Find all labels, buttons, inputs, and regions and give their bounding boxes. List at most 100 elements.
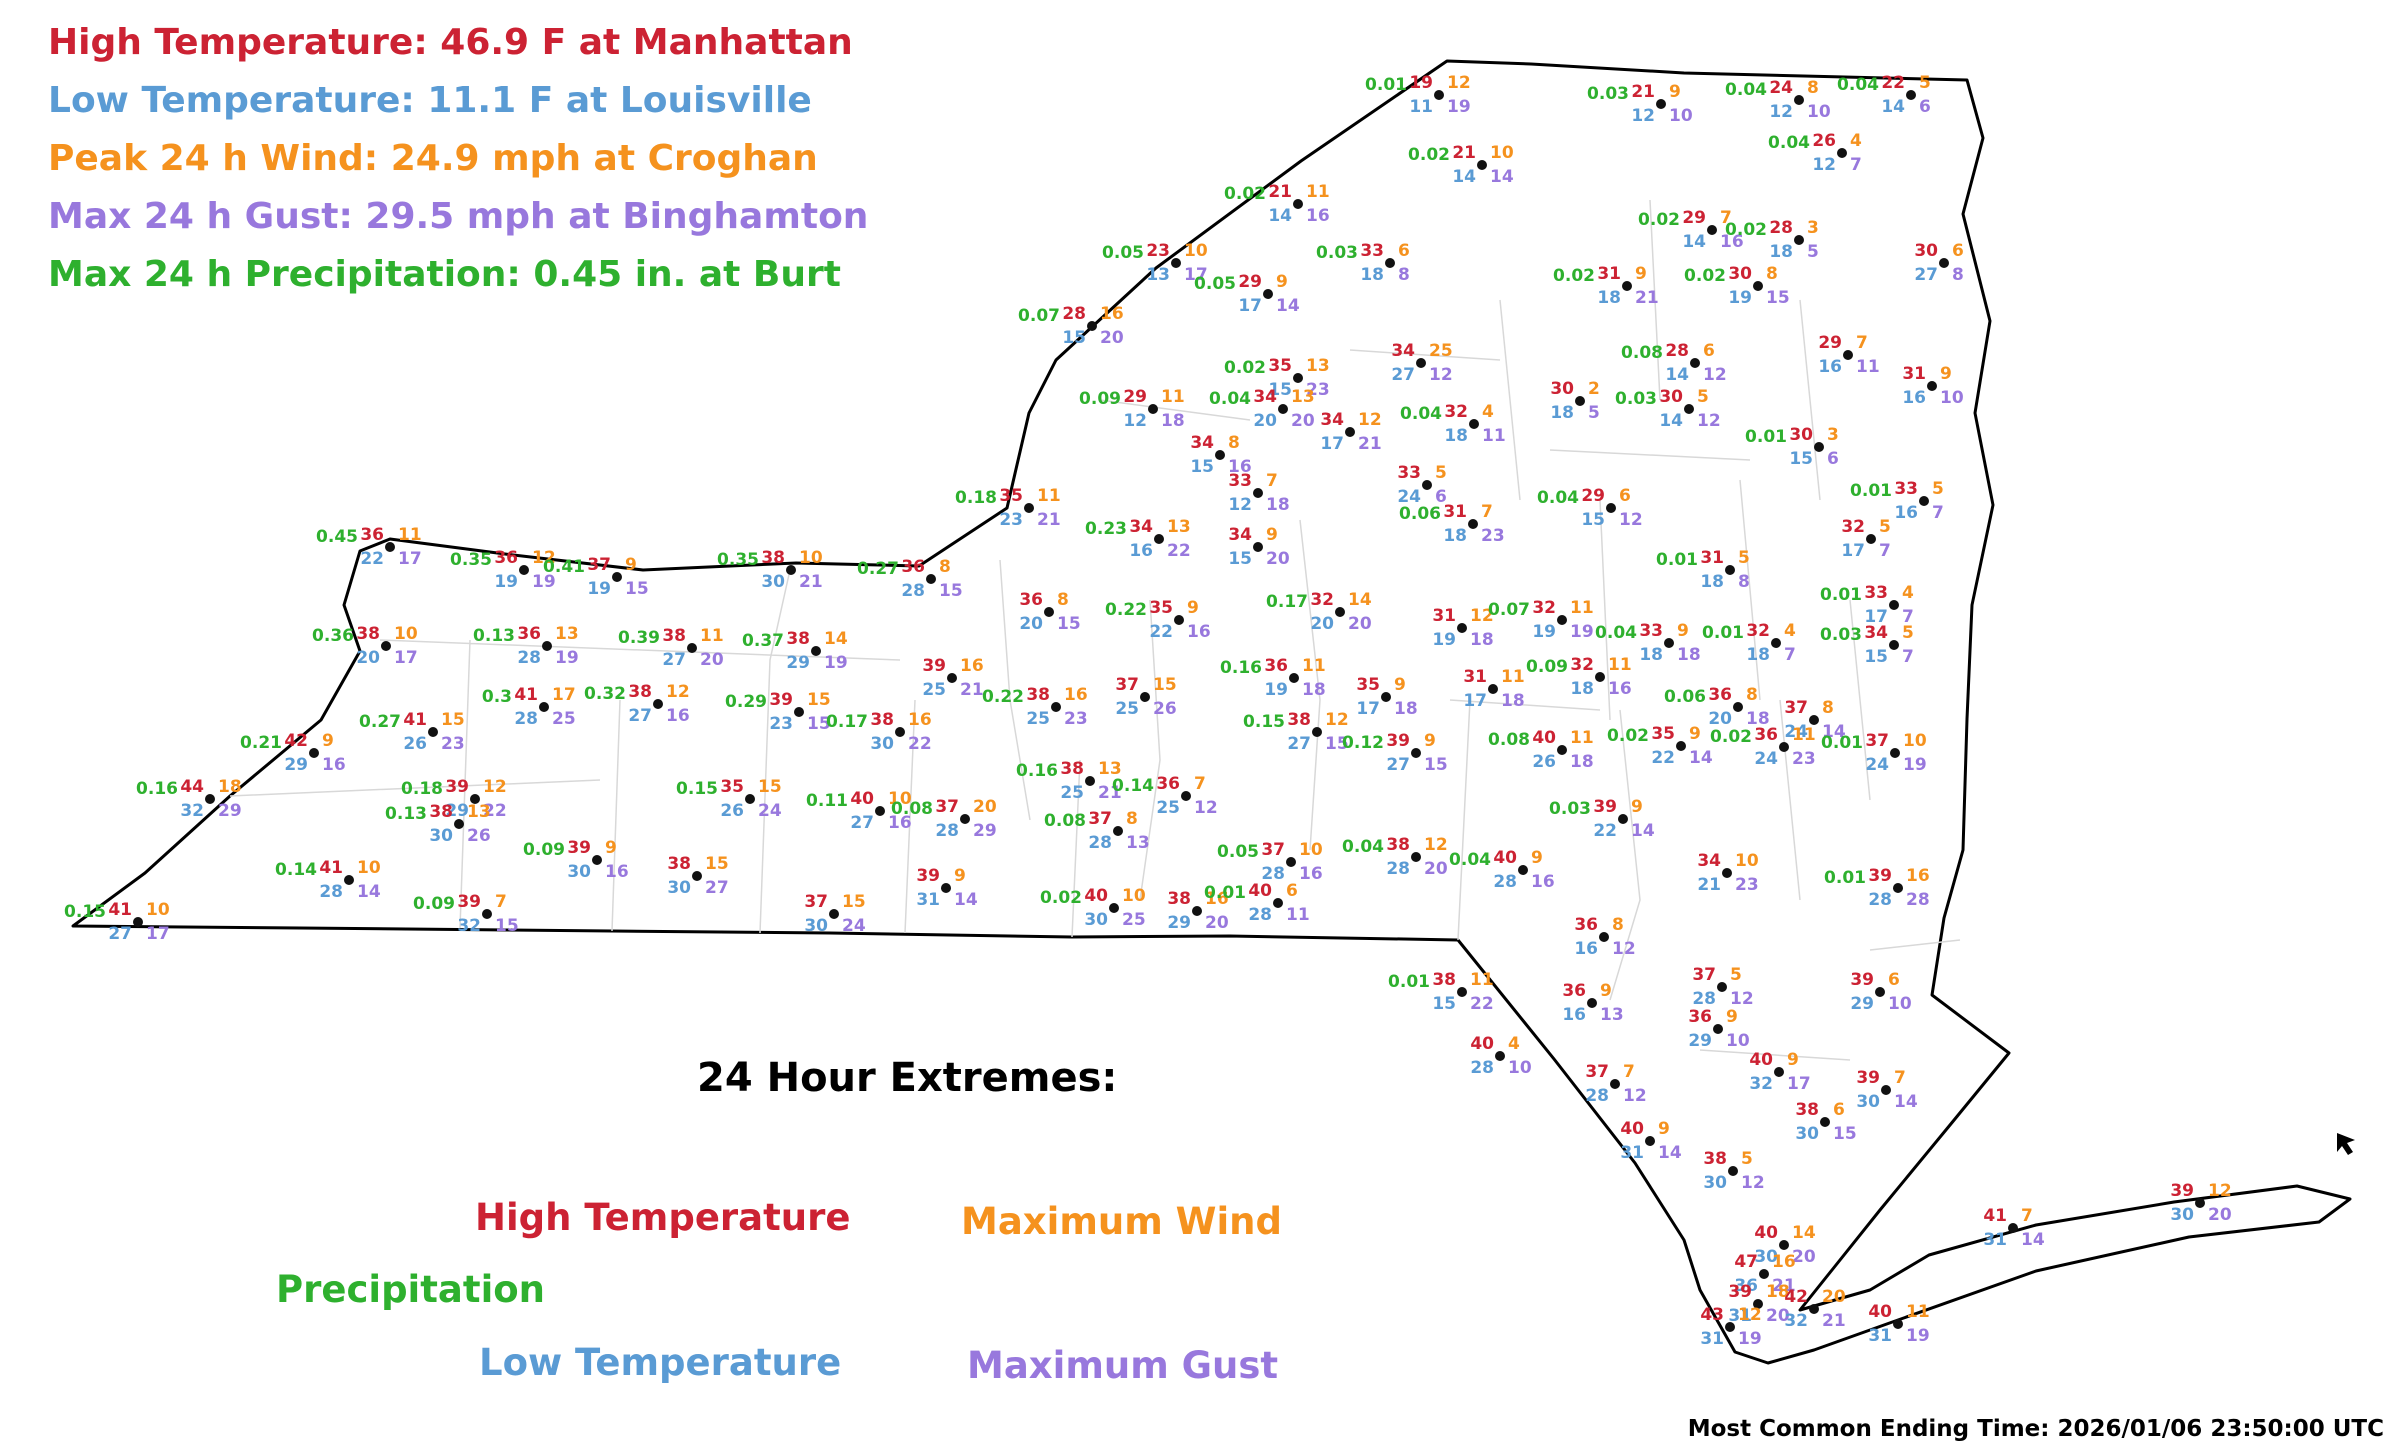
extremes-summary: High Temperature: 46.9 F at Manhattan Lo… (48, 14, 868, 304)
high-temp-value: 32 (1570, 655, 1594, 675)
high-temp-value: 35 (1149, 598, 1173, 618)
station-dot (794, 707, 804, 717)
station-dot (1939, 258, 1949, 268)
max-wind-value: 12 (1358, 410, 1382, 430)
max-wind-value: 7 (1720, 208, 1732, 228)
max-wind-value: 13 (1167, 517, 1191, 537)
high-temp-value: 40 (1749, 1050, 1773, 1070)
high-temp-value: 34 (1391, 341, 1415, 361)
station-dot (811, 646, 821, 656)
low-temp-value: 32 (1784, 1311, 1808, 1331)
max-gust-value: 24 (842, 916, 866, 936)
max-wind-value: 16 (908, 710, 932, 730)
precip-value: 0.15 (64, 902, 106, 922)
max-gust-value: 12 (1619, 510, 1643, 530)
county-lines (229, 199, 1961, 1061)
low-temp-value: 28 (901, 581, 925, 601)
high-temp-value: 26 (1812, 131, 1836, 151)
precip-value: 0.02 (1040, 888, 1082, 908)
precip-value: 0.16 (1016, 761, 1058, 781)
high-temp-value: 32 (1746, 621, 1770, 641)
precip-value: 0.13 (473, 626, 515, 646)
station-dot (519, 565, 529, 575)
station-dot (309, 748, 319, 758)
high-temp-value: 21 (1268, 182, 1292, 202)
station-dot (1575, 396, 1585, 406)
max-wind-value: 8 (1057, 590, 1069, 610)
max-gust-value: 10 (1508, 1058, 1532, 1078)
low-temp-value: 15 (1864, 647, 1888, 667)
station-dot (1606, 503, 1616, 513)
station-dot (385, 542, 395, 552)
precip-value: 0.15 (1243, 712, 1285, 732)
precip-value: 0.16 (1220, 658, 1262, 678)
station-dot (470, 794, 480, 804)
low-temp-value: 18 (1700, 572, 1724, 592)
precip-value: 0.12 (1342, 733, 1384, 753)
high-temp-value: 40 (1248, 881, 1272, 901)
station-dot (1411, 852, 1421, 862)
low-temp-value: 19 (1264, 680, 1288, 700)
low-temp-value: 30 (1703, 1173, 1727, 1193)
high-temp-value: 33 (1639, 621, 1663, 641)
max-gust-value: 23 (1306, 380, 1330, 400)
station-dot (653, 699, 663, 709)
max-wind-value: 9 (1531, 848, 1543, 868)
station-dot (1468, 519, 1478, 529)
max-wind-value: 9 (1600, 981, 1612, 1001)
max-wind-value: 15 (441, 710, 465, 730)
max-gust-value: 20 (1266, 549, 1290, 569)
precip-value: 0.14 (1112, 776, 1154, 796)
low-temp-value: 27 (1287, 734, 1311, 754)
max-gust-value: 20 (1766, 1306, 1790, 1326)
low-temp-value: 30 (1856, 1092, 1880, 1112)
legend-low-temperature: Low Temperature (479, 1341, 842, 1384)
max-gust-value: 6 (1827, 449, 1839, 469)
precip-value: 0.01 (1821, 733, 1863, 753)
max-gust-value: 12 (1703, 365, 1727, 385)
low-temp-value: 12 (1631, 106, 1655, 126)
max-wind-value: 7 (1194, 774, 1206, 794)
low-temp-value: 31 (1868, 1326, 1892, 1346)
high-temp-value: 29 (1581, 486, 1605, 506)
precip-value: 0.3 (481, 687, 512, 707)
precip-value: 0.08 (1621, 343, 1663, 363)
station-dot (1518, 865, 1528, 875)
max-gust-value: 21 (1098, 783, 1122, 803)
station-dot (1140, 692, 1150, 702)
max-wind-value: 10 (799, 548, 823, 568)
max-wind-value: 5 (1730, 965, 1742, 985)
station-dot (381, 641, 391, 651)
low-temp-value: 14 (1659, 411, 1683, 431)
high-temp-value: 40 (1754, 1223, 1778, 1243)
max-gust-value: 21 (1037, 510, 1061, 530)
max-gust-value: 15 (1325, 734, 1349, 754)
low-temp-value: 25 (1026, 709, 1050, 729)
high-temp-value: 36 (1019, 590, 1043, 610)
precip-value: 0.18 (955, 488, 997, 508)
precip-value: 0.01 (1745, 427, 1787, 447)
precip-value: 0.22 (1105, 600, 1147, 620)
max-wind-value: 11 (1306, 182, 1330, 202)
station-dot (1434, 90, 1444, 100)
max-gust-value: 15 (1057, 614, 1081, 634)
footer-timestamp: Most Common Ending Time: 2026/01/06 23:5… (1687, 1416, 2384, 1442)
station-dot (1753, 1299, 1763, 1309)
low-temp-value: 30 (761, 572, 785, 592)
station-dot (1728, 1166, 1738, 1176)
high-temp-value: 47 (1734, 1252, 1758, 1272)
station-dot (542, 641, 552, 651)
low-temp-value: 21 (1697, 875, 1721, 895)
high-temp-value: 41 (514, 685, 538, 705)
station-dot (692, 871, 702, 881)
high-temp-value: 31 (1902, 364, 1926, 384)
max-gust-value: 20 (1348, 614, 1372, 634)
max-wind-value: 3 (1827, 425, 1839, 445)
station-dot (1881, 1085, 1891, 1095)
low-temp-value: 19 (587, 579, 611, 599)
low-temp-value: 14 (1665, 365, 1689, 385)
max-gust-value: 19 (1738, 1329, 1762, 1349)
precip-value: 0.15 (676, 779, 718, 799)
station-dot (482, 909, 492, 919)
max-wind-value: 5 (1902, 623, 1914, 643)
